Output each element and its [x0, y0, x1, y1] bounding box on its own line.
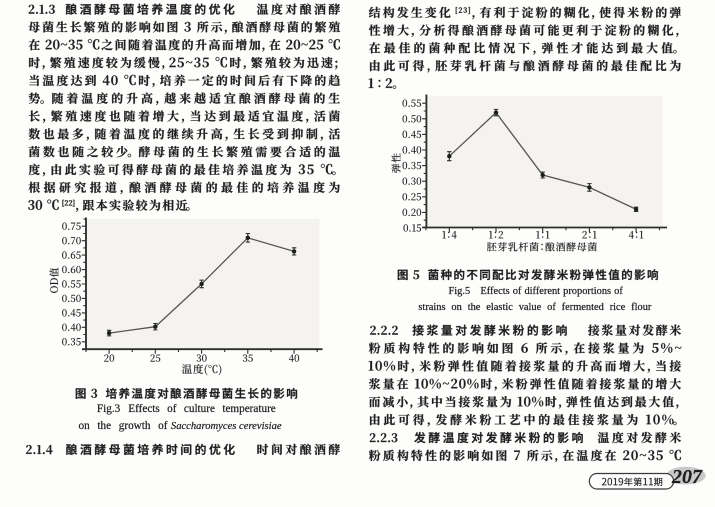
svg-text:Saccharomyces cerevisiae: Saccharomyces cerevisiae: [171, 421, 282, 432]
svg-text:Fig.3: Fig.3: [97, 403, 121, 415]
svg-text:Effects of culture temperature: Effects of culture temperature: [128, 403, 275, 415]
svg-text:strains on the elastic value o: strains on the elastic value of fermente…: [418, 302, 652, 313]
svg-text:Fig.5: Fig.5: [449, 286, 471, 297]
svg-text:on the growth of: on the growth of: [79, 420, 168, 432]
svg-text:207: 207: [671, 466, 703, 488]
svg-text:Effects of different proportio: Effects of different proportions of: [480, 286, 623, 297]
